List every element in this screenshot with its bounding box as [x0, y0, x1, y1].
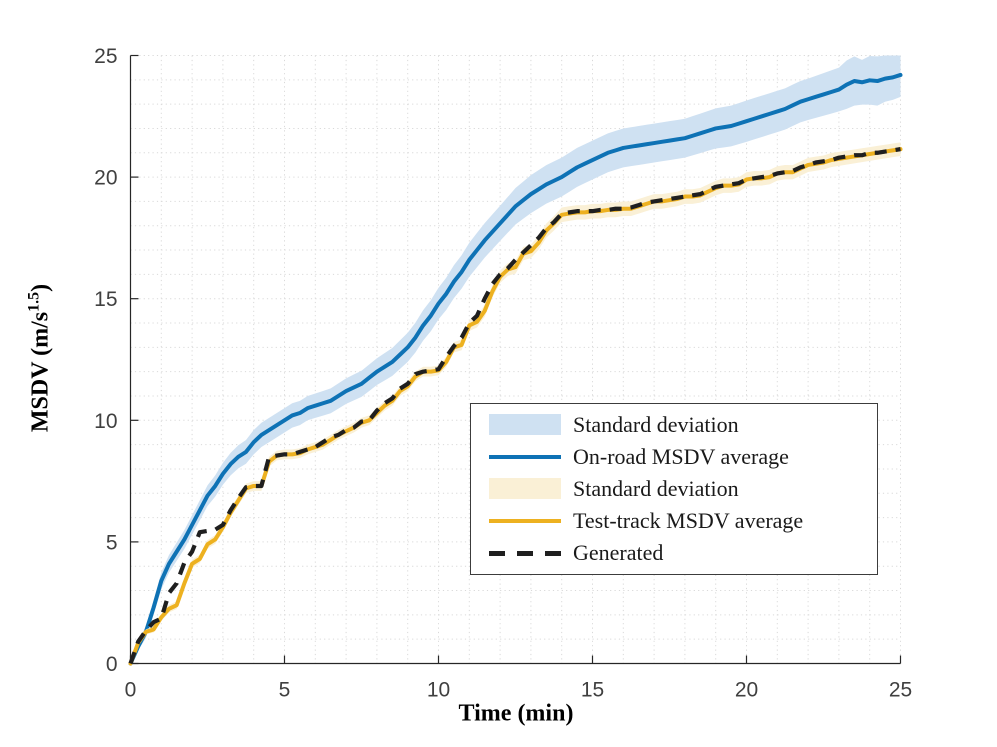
legend-label: Test-track MSDV average [573, 508, 804, 534]
x-tick-label: 0 [125, 679, 137, 702]
on-road-msdv-average-line [128, 72, 903, 666]
legend-row-generated: Generated [471, 538, 877, 569]
onroad-line-swatch [489, 454, 561, 460]
legend-label: Generated [573, 540, 664, 566]
y-tick-label: 15 [94, 288, 117, 311]
y-axis-label-text: MSDV (m/s [27, 311, 54, 433]
y-axis-label: MSDV (m/s1.5) [26, 284, 55, 432]
x-tick-label: 5 [279, 679, 291, 702]
y-tick-label: 25 [94, 45, 117, 68]
testtrack-line-swatch [489, 518, 561, 524]
x-tick-label: 20 [735, 679, 758, 702]
legend-row-testtrack-line: Test-track MSDV average [471, 506, 877, 537]
x-tick-label: 25 [889, 679, 912, 702]
y-tick-label: 20 [94, 167, 117, 190]
onroad-sd-swatch [489, 414, 561, 436]
legend-label: Standard deviation [573, 411, 739, 437]
tick-labels: 0 5 10 15 20 25 0 5 10 15 20 25 [94, 45, 912, 702]
y-tick-label: 10 [94, 410, 117, 433]
x-axis-label: Time (min) [458, 700, 574, 727]
legend-label: On-road MSDV average [573, 443, 789, 469]
y-axis-label-close: ) [27, 283, 54, 292]
y-tick-label: 0 [106, 653, 118, 676]
generated-dash-swatch [489, 550, 561, 556]
legend-row-onroad-sd: Standard deviation [471, 409, 877, 440]
legend-row-testtrack-sd: Standard deviation [471, 473, 877, 504]
x-tick-label: 10 [427, 679, 450, 702]
legend-label: Standard deviation [573, 475, 739, 501]
x-tick-label: 15 [581, 679, 604, 702]
y-tick-label: 5 [106, 531, 118, 554]
generated-line [128, 147, 901, 665]
y-axis-label-superscript: 1.5 [25, 291, 43, 312]
legend-row-onroad-line: On-road MSDV average [471, 441, 877, 472]
testtrack-sd-swatch [489, 478, 561, 500]
legend: Standard deviation On-road MSDV average … [470, 403, 878, 575]
axes [129, 54, 902, 665]
